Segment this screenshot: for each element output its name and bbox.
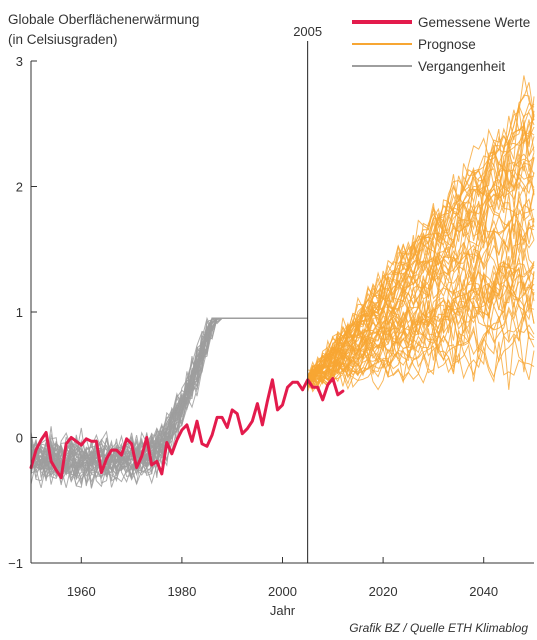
- measured-series-line: [29, 377, 345, 480]
- forecast-run-line: [307, 162, 535, 387]
- forecast-run-line: [307, 94, 535, 376]
- legend-label-measured: Gemessene Werte: [418, 15, 530, 30]
- chart-subtitle: (in Celsiusgraden): [8, 32, 118, 47]
- x-tick-label: 2040: [469, 584, 498, 599]
- y-tick-label: −1: [8, 556, 23, 571]
- forecast-runs-series: [307, 75, 535, 393]
- x-tick-label: 2020: [369, 584, 398, 599]
- chart-title: Globale Oberflächenerwärmung: [8, 12, 199, 27]
- x-tick-label: 2000: [268, 584, 297, 599]
- forecast-run-line: [307, 304, 535, 390]
- past-runs-series: [30, 316, 308, 489]
- forecast-run-line: [307, 220, 535, 383]
- legend-label-forecast: Prognose: [418, 37, 476, 52]
- source-credit: Grafik BZ / Quelle ETH Klimablog: [349, 621, 528, 635]
- y-tick-label: 2: [16, 180, 23, 195]
- x-axis-ticks: 1960 1980 2000 2020 2040: [67, 557, 498, 599]
- forecast-run-line: [307, 257, 535, 393]
- forecast-run-line: [307, 156, 535, 382]
- y-axis-ticks: 3 2 1 0 −1: [8, 54, 37, 571]
- y-tick-label: 0: [16, 431, 23, 446]
- forecast-run-line: [307, 160, 535, 385]
- forecast-run-line: [307, 199, 535, 378]
- forecast-run-line: [307, 267, 535, 389]
- forecast-run-line: [307, 103, 535, 379]
- legend: Gemessene Werte Prognose Vergangenheit: [352, 15, 530, 74]
- past-run-line: [30, 317, 308, 476]
- forecast-run-line: [307, 312, 535, 390]
- forecast-run-line: [307, 287, 535, 388]
- forecast-run-line: [307, 96, 535, 381]
- forecast-run-line: [307, 111, 535, 379]
- x-tick-label: 1960: [67, 584, 96, 599]
- y-tick-label: 1: [16, 305, 23, 320]
- forecast-run-line: [307, 302, 535, 386]
- year-2005-marker-label: 2005: [293, 24, 322, 39]
- x-tick-label: 1980: [167, 584, 196, 599]
- x-axis-title: Jahr: [270, 603, 296, 618]
- legend-label-past: Vergangenheit: [418, 59, 505, 74]
- forecast-run-line: [307, 173, 535, 376]
- y-tick-label: 3: [16, 54, 23, 69]
